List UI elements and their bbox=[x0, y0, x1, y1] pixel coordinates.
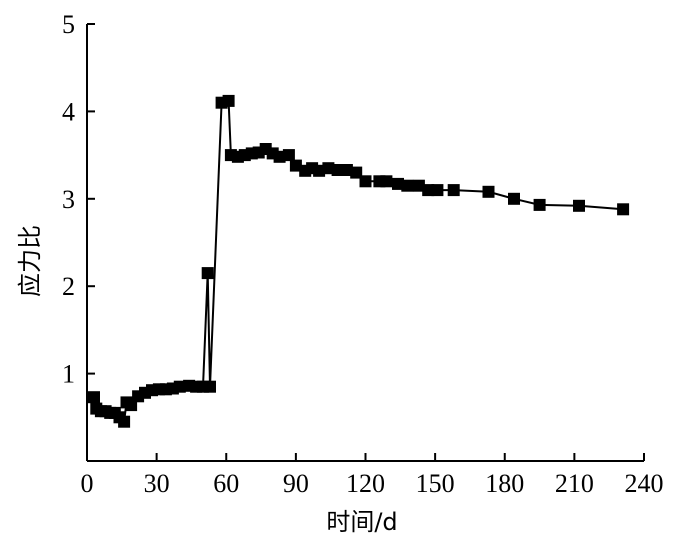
y-tick-label: 5 bbox=[62, 10, 75, 39]
data-point bbox=[617, 203, 630, 216]
data-point bbox=[245, 147, 258, 160]
data-point bbox=[340, 164, 353, 176]
x-tick-label: 0 bbox=[81, 469, 94, 498]
y-tick-label: 4 bbox=[62, 97, 75, 126]
data-point bbox=[282, 149, 295, 162]
x-axis-label: 时间/d bbox=[326, 508, 397, 536]
x-tick-label: 240 bbox=[625, 469, 664, 498]
data-point bbox=[204, 380, 216, 393]
y-tick-label: 1 bbox=[62, 360, 75, 389]
data-point bbox=[118, 415, 131, 428]
data-point bbox=[173, 380, 186, 393]
data-point bbox=[201, 267, 214, 280]
series-line bbox=[93, 99, 624, 424]
x-tick-label: 30 bbox=[144, 469, 170, 498]
data-point bbox=[380, 175, 393, 188]
data-point bbox=[431, 184, 444, 197]
data-point bbox=[392, 177, 404, 190]
data-point bbox=[401, 179, 414, 192]
data-point bbox=[422, 184, 435, 197]
data-point bbox=[350, 166, 363, 179]
x-tick-label: 150 bbox=[416, 469, 455, 498]
x-tick-label: 180 bbox=[485, 469, 524, 498]
data-point bbox=[331, 164, 344, 176]
data-point bbox=[322, 162, 335, 175]
y-tick-label: 3 bbox=[62, 185, 75, 214]
data-point bbox=[573, 199, 585, 212]
data-point bbox=[482, 185, 495, 198]
x-axis-ticks: 0 30 60 90 120 150 180 210 240 bbox=[81, 453, 664, 498]
data-point bbox=[447, 184, 460, 197]
data-point bbox=[273, 150, 286, 163]
x-tick-label: 210 bbox=[555, 469, 594, 498]
y-tick-label: 2 bbox=[62, 272, 75, 301]
x-tick-label: 120 bbox=[346, 469, 385, 498]
axes bbox=[86, 24, 644, 462]
data-point bbox=[222, 94, 235, 107]
x-tick-label: 60 bbox=[213, 469, 239, 498]
data-point bbox=[508, 192, 520, 205]
data-point bbox=[359, 175, 372, 188]
data-point bbox=[412, 179, 425, 192]
y-axis-ticks: 1 2 3 4 5 bbox=[62, 10, 95, 389]
y-axis-label: 应力比 bbox=[16, 225, 44, 297]
data-point bbox=[533, 198, 546, 211]
data-point bbox=[88, 391, 100, 404]
data-point bbox=[313, 164, 326, 177]
x-tick-label: 90 bbox=[283, 469, 309, 498]
data-point bbox=[289, 159, 302, 172]
plot-area bbox=[88, 94, 630, 428]
